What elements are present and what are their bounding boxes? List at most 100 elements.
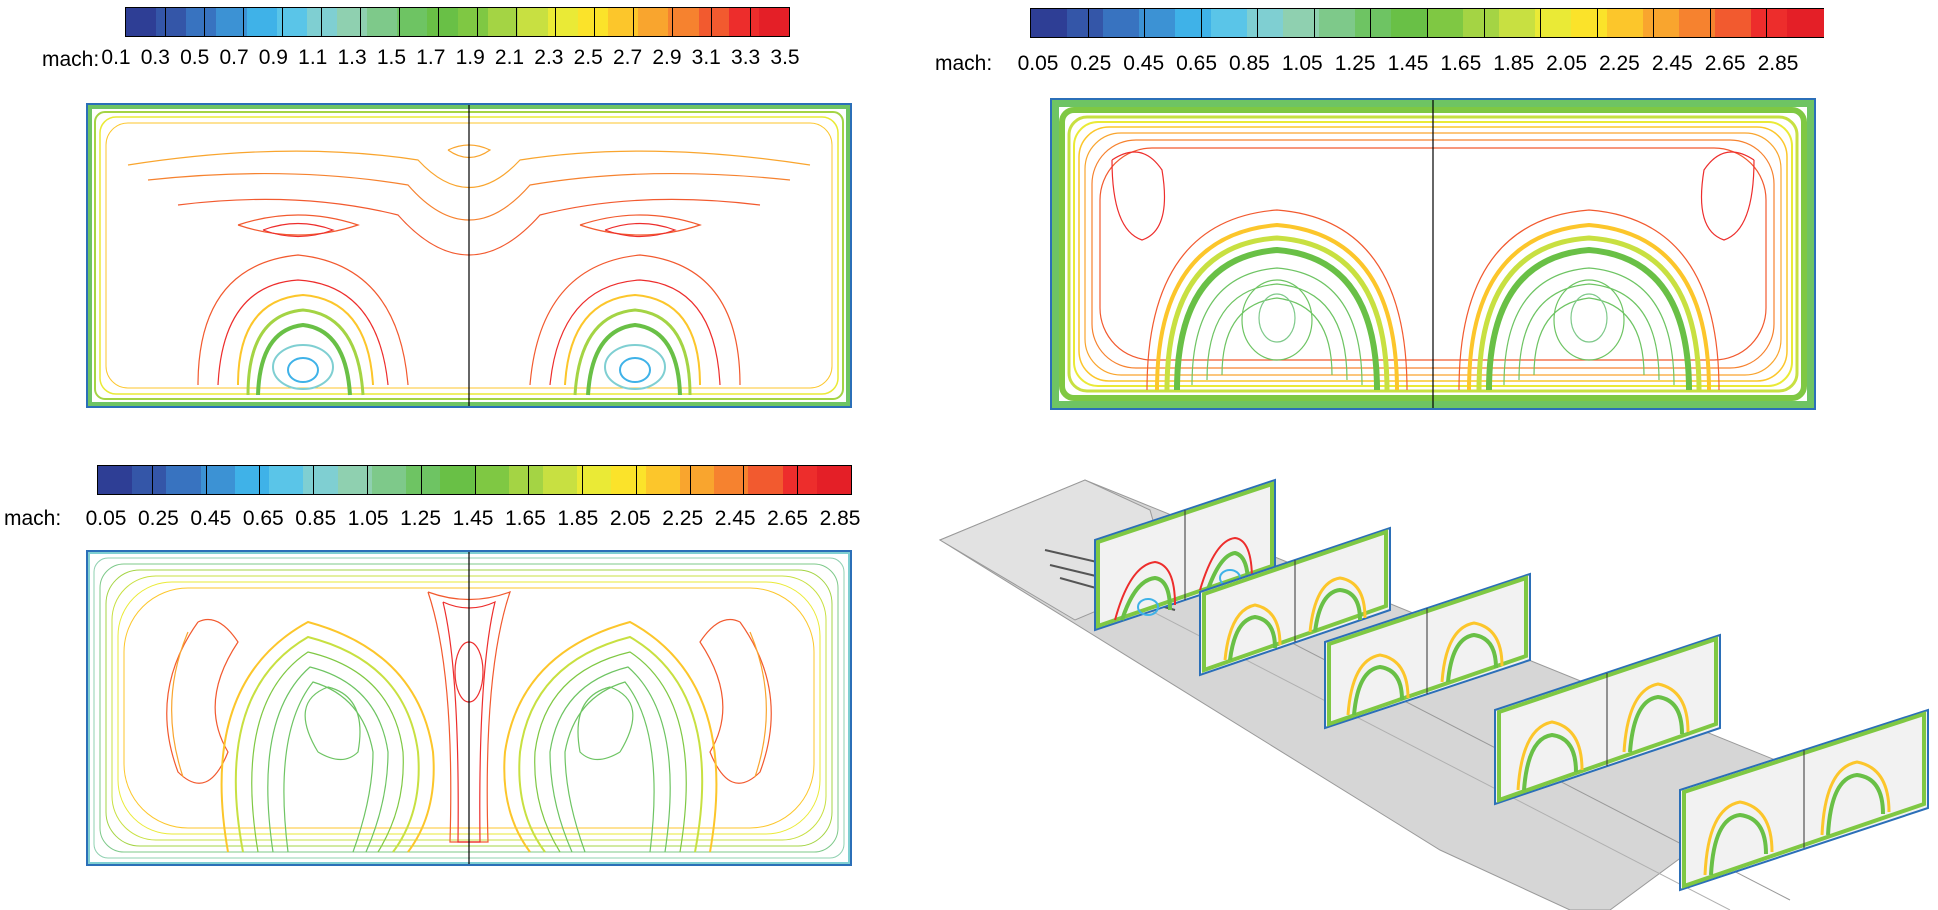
colorbar-tick-label: 2.1: [494, 46, 525, 69]
colorbar-tick-label: 0.05: [1017, 52, 1059, 75]
colorbar-divider: [750, 8, 751, 36]
colorbar-swatch: [679, 466, 715, 494]
colorbar-tick-label: 2.65: [1704, 52, 1746, 75]
colorbar-tick-label: 1.25: [400, 507, 441, 530]
colorbar-swatch: [728, 8, 760, 36]
colorbar-swatch: [457, 8, 489, 36]
colorbar-swatch: [1031, 9, 1068, 37]
colorbar-divider: [1709, 9, 1711, 37]
colorbar-top-right: [1030, 8, 1824, 38]
colorbar-divider: [259, 466, 261, 494]
panel-3d-view: [930, 470, 1930, 910]
colorbar-divider: [282, 8, 283, 36]
colorbar-swatch: [1247, 9, 1284, 37]
colorbar-swatch: [1715, 9, 1752, 37]
colorbar-divider: [1766, 9, 1768, 37]
colorbar-tick-label: 0.85: [295, 507, 337, 530]
colorbar-swatch: [1787, 9, 1824, 37]
colorbar-swatch: [758, 8, 790, 36]
colorbar-swatch: [542, 466, 578, 494]
colorbar-swatch: [1751, 9, 1788, 37]
colorbar-swatch: [132, 466, 167, 494]
colorbar-swatch: [816, 466, 852, 494]
colorbar-tick-label: 2.05: [1546, 52, 1587, 75]
colorbar-swatch: [748, 466, 784, 494]
colorbar-divider: [1313, 9, 1315, 37]
colorbar-swatch: [1463, 9, 1500, 37]
colorbar-tick-label: 2.45: [714, 507, 756, 530]
colorbar-divider: [582, 466, 584, 494]
colorbar-tick-label: 1.3: [337, 46, 367, 69]
colorbar-swatch: [782, 466, 818, 494]
colorbar-divider: [633, 8, 634, 36]
vortex-right: [503, 618, 772, 853]
colorbar-tick-label: 2.25: [1598, 52, 1640, 75]
colorbar-swatch: [1499, 9, 1536, 37]
colorbar-divider: [555, 8, 556, 36]
colorbar-tick-label: 1.85: [1493, 52, 1535, 75]
colorbar-tick-label: 2.7: [612, 46, 643, 69]
colorbar-swatch: [611, 466, 647, 494]
colorbar-tick-label: 0.65: [1176, 52, 1217, 75]
colorbar-swatch: [1607, 9, 1644, 37]
colorbar-swatch: [246, 8, 278, 36]
cross-section-4: [1494, 633, 1721, 806]
colorbar-swatch: [638, 8, 669, 36]
colorbar-tick-label: 2.85: [1757, 52, 1799, 75]
colorbar-divider: [594, 8, 595, 36]
colorbar-divider: [1540, 9, 1542, 37]
colorbar-swatch: [336, 8, 368, 36]
colorbar-swatch: [1679, 9, 1716, 37]
colorbar-swatch: [508, 466, 544, 494]
colorbar-tick-label: 3.1: [691, 46, 721, 69]
colorbar-tick-label: 0.7: [219, 46, 249, 69]
vortex-left: [1146, 209, 1408, 391]
colorbar-swatch: [406, 466, 441, 494]
colorbar-divider: [516, 8, 517, 36]
colorbar-tick-label: 1.9: [455, 46, 485, 69]
colorbar-swatch: [216, 8, 248, 36]
colorbar-divider: [243, 8, 244, 36]
colorbar-tick-label: 1.7: [416, 46, 446, 69]
colorbar-tick-label: 2.65: [767, 507, 808, 530]
colorbar-top-left: [125, 7, 790, 37]
colorbar-tick-label: 1.5: [376, 46, 407, 69]
colorbar-swatch: [547, 8, 579, 36]
colorbar-tick-label: 0.45: [190, 507, 232, 530]
colorbar-divider: [743, 466, 745, 494]
colorbar-swatch: [1643, 9, 1680, 37]
colorbar-divider: [313, 466, 315, 494]
colorbar-label-top-left: mach:: [42, 48, 100, 71]
colorbar-tick-label: 3.5: [770, 46, 800, 69]
contour-plot-top-left: [86, 103, 852, 408]
colorbar-tick-label: 2.3: [534, 46, 564, 69]
colorbar-divider: [1653, 9, 1655, 37]
vortex-right: [529, 214, 741, 396]
colorbar-divider: [1200, 9, 1202, 37]
colorbar-swatch: [166, 466, 202, 494]
colorbar-tick-label: 0.25: [137, 507, 179, 530]
colorbar-swatch: [126, 8, 157, 36]
colorbar-divider: [1596, 9, 1598, 37]
colorbar-tick-label: 3.3: [731, 46, 761, 69]
colorbar-swatch: [371, 466, 407, 494]
colorbar-tick-label: 0.65: [242, 507, 284, 530]
colorbar-divider: [474, 466, 476, 494]
colorbar-divider: [797, 466, 799, 494]
colorbar-tick-label: 0.05: [85, 507, 127, 530]
colorbar-divider: [1427, 9, 1428, 37]
colorbar-bottom-left: [97, 465, 852, 495]
colorbar-tick-label: 1.85: [557, 507, 599, 530]
colorbar-swatch: [1391, 9, 1428, 37]
colorbar-divider: [204, 8, 205, 36]
cross-section-2: [1199, 526, 1391, 677]
colorbar-divider: [635, 466, 637, 494]
colorbar-divider: [1087, 9, 1089, 37]
colorbar-swatch: [645, 466, 681, 494]
colorbar-tick-label: 0.25: [1070, 52, 1112, 75]
colorbar-swatch: [714, 466, 749, 494]
colorbar-divider: [438, 8, 439, 36]
colorbar-divider: [528, 466, 530, 494]
colorbar-tick-label: 2.5: [573, 46, 603, 69]
vortex-left: [166, 618, 435, 853]
